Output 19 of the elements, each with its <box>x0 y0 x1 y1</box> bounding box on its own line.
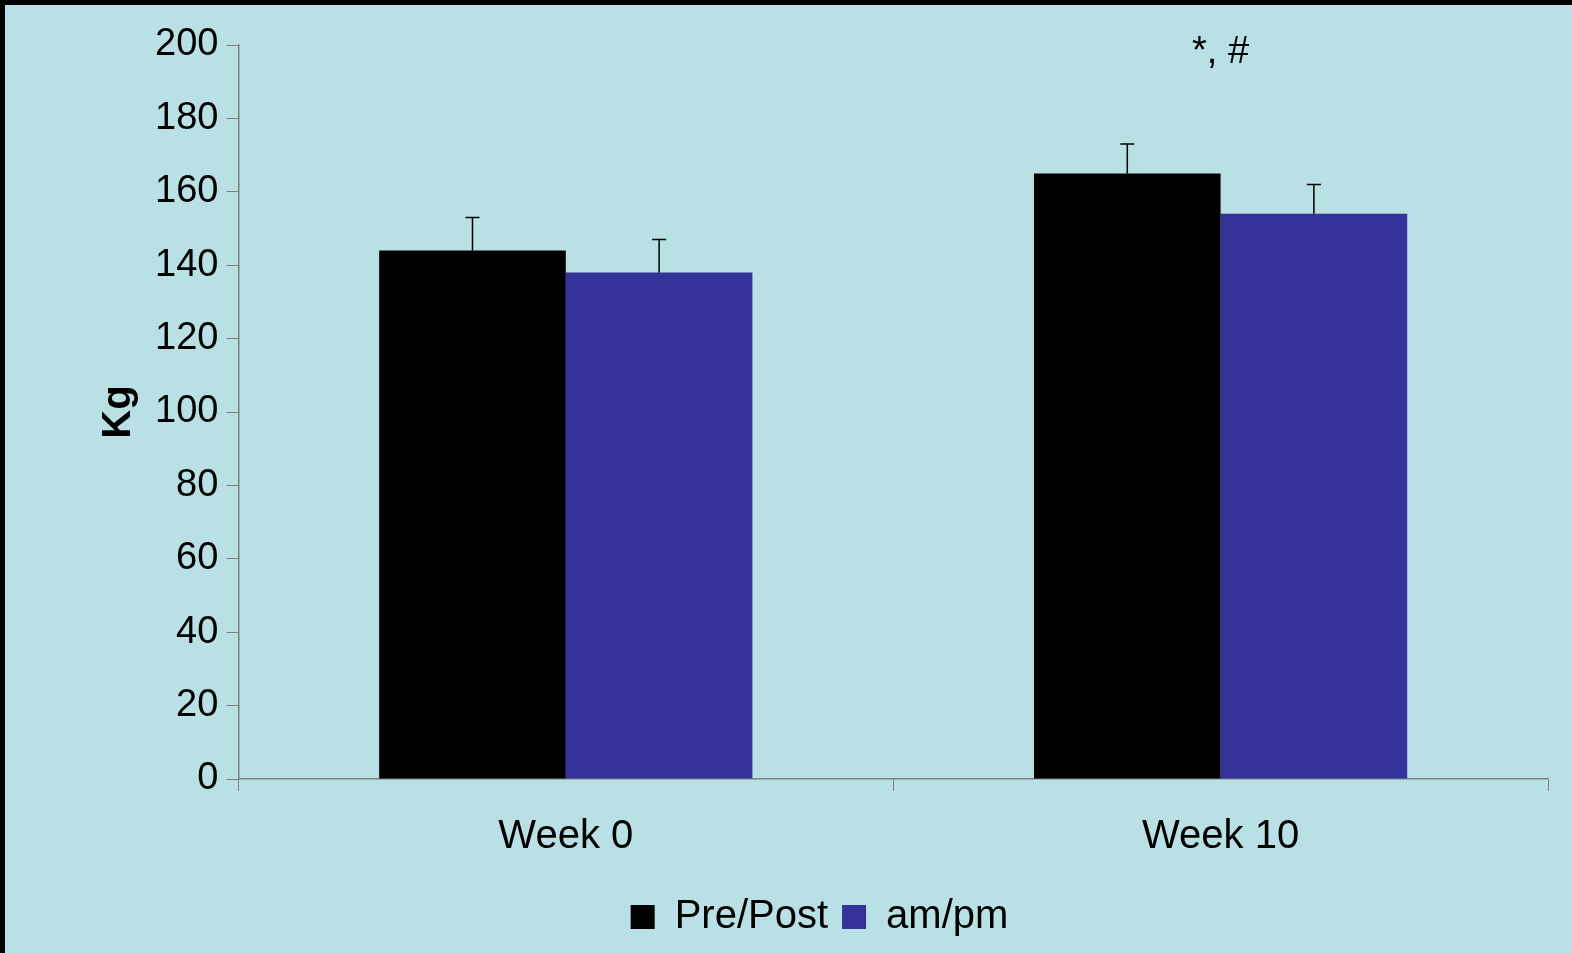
y-tick-label: 40 <box>176 608 219 651</box>
legend-label: am/pm <box>886 892 1009 937</box>
y-tick-label: 100 <box>155 388 219 431</box>
bar <box>1220 213 1408 779</box>
y-tick-label: 20 <box>176 682 219 725</box>
y-tick-label: 180 <box>155 94 219 137</box>
y-axis-title: Kg <box>94 385 139 439</box>
x-tick-label: Week 0 <box>498 812 634 857</box>
y-tick-label: 160 <box>155 168 219 211</box>
x-tick-label: Week 10 <box>1142 812 1300 857</box>
y-tick-label: 0 <box>197 755 219 798</box>
annotation: *, # <box>1192 29 1250 72</box>
y-tick-label: 80 <box>176 461 219 504</box>
y-tick-label: 140 <box>155 241 219 284</box>
legend-label: Pre/Post <box>674 892 829 937</box>
bar <box>565 272 753 779</box>
y-tick-label: 60 <box>176 535 219 578</box>
y-tick-label: 120 <box>155 315 219 358</box>
y-tick-label: 200 <box>155 21 219 64</box>
